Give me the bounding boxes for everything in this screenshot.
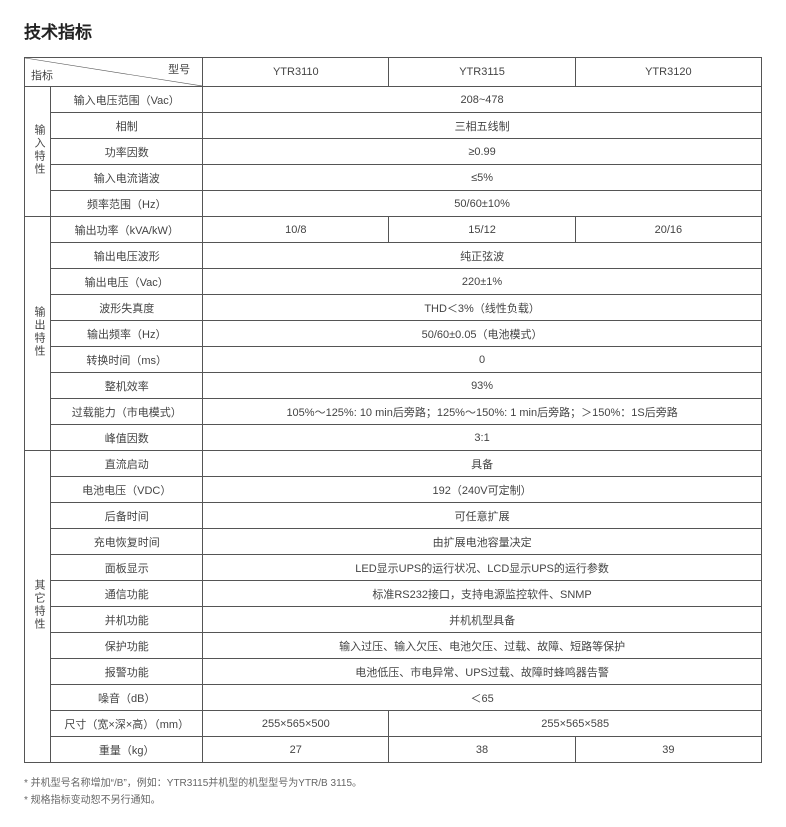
table-row: 波形失真度 THD＜3%（线性负载） bbox=[25, 295, 762, 321]
row-value: 10/8 bbox=[203, 217, 389, 243]
row-value: ≤5% bbox=[203, 165, 762, 191]
table-row: 转换时间（ms） 0 bbox=[25, 347, 762, 373]
row-label: 相制 bbox=[51, 113, 203, 139]
row-label: 电池电压（VDC） bbox=[51, 477, 203, 503]
row-label: 频率范围（Hz） bbox=[51, 191, 203, 217]
row-label: 直流启动 bbox=[51, 451, 203, 477]
group-input: 输入特性 bbox=[25, 87, 51, 217]
row-value: 并机机型具备 bbox=[203, 607, 762, 633]
row-value: 标准RS232接口，支持电源监控软件、SNMP bbox=[203, 581, 762, 607]
row-label: 噪音（dB） bbox=[51, 685, 203, 711]
table-row: 过载能力（市电模式） 105%～125%: 10 min后旁路；125%～150… bbox=[25, 399, 762, 425]
row-label: 输出功率（kVA/kW） bbox=[51, 217, 203, 243]
table-row: 充电恢复时间 由扩展电池容量决定 bbox=[25, 529, 762, 555]
footnote-2: * 规格指标变动恕不另行通知。 bbox=[24, 792, 762, 809]
row-label: 重量（kg） bbox=[51, 737, 203, 763]
table-row: 功率因数 ≥0.99 bbox=[25, 139, 762, 165]
row-value: 105%～125%: 10 min后旁路；125%～150%: 1 min后旁路… bbox=[203, 399, 762, 425]
row-value: 三相五线制 bbox=[203, 113, 762, 139]
table-row: 报警功能 电池低压、市电异常、UPS过载、故障时蜂鸣器告警 bbox=[25, 659, 762, 685]
row-value: 纯正弦波 bbox=[203, 243, 762, 269]
spec-table: 型号 指标 YTR3110 YTR3115 YTR3120 输入特性 输入电压范… bbox=[24, 57, 762, 763]
table-row: 其它特性 直流启动 具备 bbox=[25, 451, 762, 477]
table-row: 整机效率 93% bbox=[25, 373, 762, 399]
table-row: 保护功能 输入过压、输入欠压、电池欠压、过载、故障、短路等保护 bbox=[25, 633, 762, 659]
row-value: 可任意扩展 bbox=[203, 503, 762, 529]
row-value: 0 bbox=[203, 347, 762, 373]
table-row: 频率范围（Hz） 50/60±10% bbox=[25, 191, 762, 217]
table-row: 输出电压（Vac） 220±1% bbox=[25, 269, 762, 295]
row-value: 27 bbox=[203, 737, 389, 763]
table-header-row: 型号 指标 YTR3110 YTR3115 YTR3120 bbox=[25, 58, 762, 87]
row-value: 208~478 bbox=[203, 87, 762, 113]
group-output: 输出特性 bbox=[25, 217, 51, 451]
row-label: 保护功能 bbox=[51, 633, 203, 659]
table-row: 相制 三相五线制 bbox=[25, 113, 762, 139]
model-col-3: YTR3120 bbox=[575, 58, 761, 87]
row-value: 3:1 bbox=[203, 425, 762, 451]
table-row: 通信功能 标准RS232接口，支持电源监控软件、SNMP bbox=[25, 581, 762, 607]
row-value: 50/60±0.05（电池模式） bbox=[203, 321, 762, 347]
row-label: 面板显示 bbox=[51, 555, 203, 581]
table-row: 输入特性 输入电压范围（Vac） 208~478 bbox=[25, 87, 762, 113]
model-col-1: YTR3110 bbox=[203, 58, 389, 87]
table-row: 重量（kg） 27 38 39 bbox=[25, 737, 762, 763]
row-value: ≥0.99 bbox=[203, 139, 762, 165]
table-row: 面板显示 LED显示UPS的运行状况、LCD显示UPS的运行参数 bbox=[25, 555, 762, 581]
table-row: 电池电压（VDC） 192（240V可定制） bbox=[25, 477, 762, 503]
row-value: 50/60±10% bbox=[203, 191, 762, 217]
row-value: 255×565×500 bbox=[203, 711, 389, 737]
row-value: 192（240V可定制） bbox=[203, 477, 762, 503]
row-label: 输出电压（Vac） bbox=[51, 269, 203, 295]
page-title: 技术指标 bbox=[24, 18, 762, 43]
row-label: 输入电流谐波 bbox=[51, 165, 203, 191]
row-label: 转换时间（ms） bbox=[51, 347, 203, 373]
row-value: 15/12 bbox=[389, 217, 575, 243]
row-value: 20/16 bbox=[575, 217, 761, 243]
table-row: 后备时间 可任意扩展 bbox=[25, 503, 762, 529]
row-value: ＜65 bbox=[203, 685, 762, 711]
row-label: 报警功能 bbox=[51, 659, 203, 685]
row-value: 93% bbox=[203, 373, 762, 399]
row-label: 整机效率 bbox=[51, 373, 203, 399]
row-value: 255×565×585 bbox=[389, 711, 762, 737]
row-value: 具备 bbox=[203, 451, 762, 477]
row-value: 220±1% bbox=[203, 269, 762, 295]
row-label: 后备时间 bbox=[51, 503, 203, 529]
table-row: 峰值因数 3:1 bbox=[25, 425, 762, 451]
table-row: 输入电流谐波 ≤5% bbox=[25, 165, 762, 191]
model-col-2: YTR3115 bbox=[389, 58, 575, 87]
footnote-1: * 并机型号名称增加“/B”，例如：YTR3115并机型的机型型号为YTR/B … bbox=[24, 775, 762, 792]
table-row: 噪音（dB） ＜65 bbox=[25, 685, 762, 711]
table-row: 输出特性 输出功率（kVA/kW） 10/8 15/12 20/16 bbox=[25, 217, 762, 243]
row-label: 并机功能 bbox=[51, 607, 203, 633]
group-other: 其它特性 bbox=[25, 451, 51, 763]
header-model-label: 型号 bbox=[168, 61, 190, 77]
row-label: 波形失真度 bbox=[51, 295, 203, 321]
row-label: 通信功能 bbox=[51, 581, 203, 607]
row-label: 尺寸（宽×深×高）（mm） bbox=[51, 711, 203, 737]
row-label: 功率因数 bbox=[51, 139, 203, 165]
row-label: 峰值因数 bbox=[51, 425, 203, 451]
row-value: 输入过压、输入欠压、电池欠压、过载、故障、短路等保护 bbox=[203, 633, 762, 659]
row-label: 输出频率（Hz） bbox=[51, 321, 203, 347]
footnotes: * 并机型号名称增加“/B”，例如：YTR3115并机型的机型型号为YTR/B … bbox=[24, 775, 762, 809]
table-row: 尺寸（宽×深×高）（mm） 255×565×500 255×565×585 bbox=[25, 711, 762, 737]
row-label: 输入电压范围（Vac） bbox=[51, 87, 203, 113]
row-label: 输出电压波形 bbox=[51, 243, 203, 269]
row-value: THD＜3%（线性负载） bbox=[203, 295, 762, 321]
row-value: 电池低压、市电异常、UPS过载、故障时蜂鸣器告警 bbox=[203, 659, 762, 685]
row-label: 过载能力（市电模式） bbox=[51, 399, 203, 425]
table-row: 并机功能 并机机型具备 bbox=[25, 607, 762, 633]
row-value: 由扩展电池容量决定 bbox=[203, 529, 762, 555]
table-row: 输出电压波形 纯正弦波 bbox=[25, 243, 762, 269]
table-row: 输出频率（Hz） 50/60±0.05（电池模式） bbox=[25, 321, 762, 347]
header-index-label: 指标 bbox=[31, 67, 53, 83]
header-diagonal: 型号 指标 bbox=[25, 58, 203, 87]
row-value: 38 bbox=[389, 737, 575, 763]
row-value: LED显示UPS的运行状况、LCD显示UPS的运行参数 bbox=[203, 555, 762, 581]
row-label: 充电恢复时间 bbox=[51, 529, 203, 555]
row-value: 39 bbox=[575, 737, 761, 763]
